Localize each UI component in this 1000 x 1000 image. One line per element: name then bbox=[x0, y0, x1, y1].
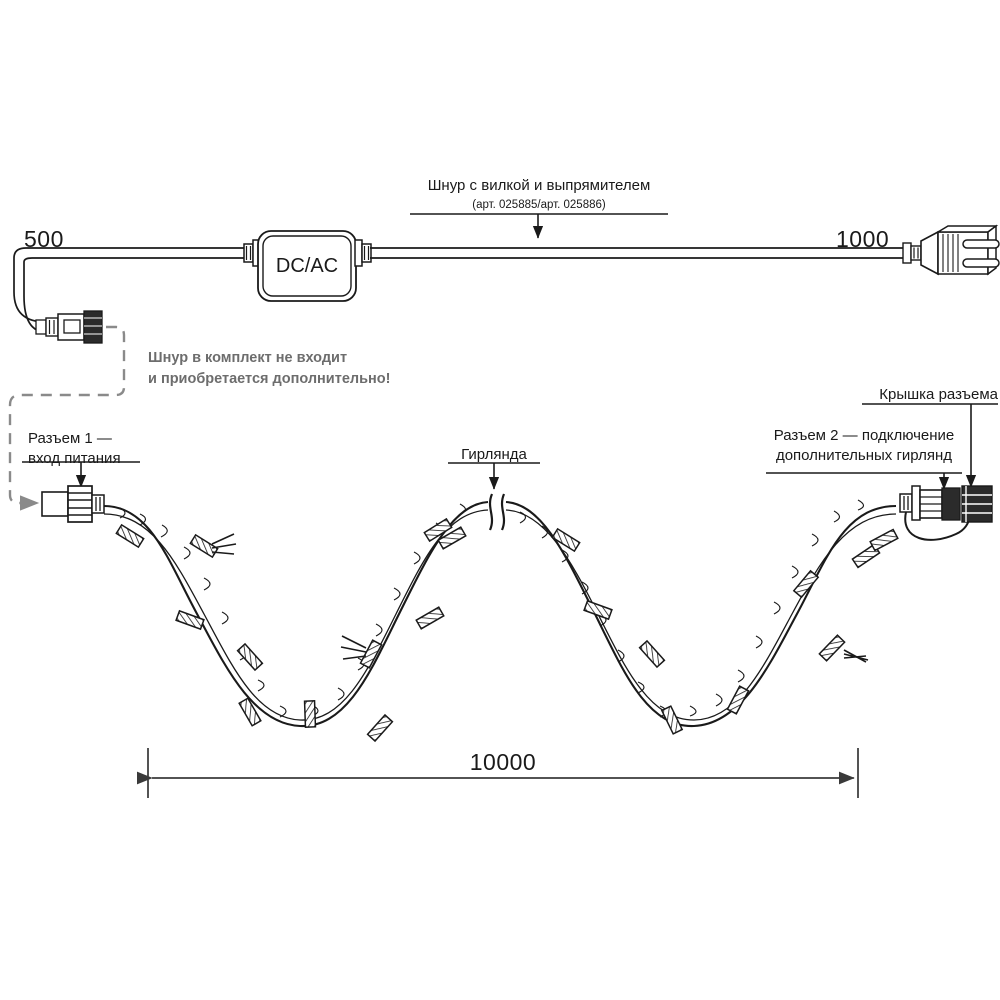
dashed-connection-path bbox=[8, 325, 126, 511]
leader-connector-2 bbox=[766, 472, 962, 490]
leader-power-cord bbox=[410, 213, 668, 239]
label-power-cord-title: Шнур с вилкой и выпрямителем bbox=[427, 177, 651, 194]
garland-wire-ends bbox=[211, 533, 869, 663]
dimension-label-500: 500 bbox=[24, 226, 64, 252]
dc-ac-module bbox=[257, 230, 357, 302]
label-connector-2-line2: дополнительных гирлянд bbox=[775, 447, 953, 464]
label-power-cord-article: (арт. 025885/арт. 025886) bbox=[472, 199, 606, 211]
dimension-label-1000: 1000 bbox=[836, 226, 890, 252]
label-connector-2-line1: Разъем 2 — подключение bbox=[773, 427, 955, 444]
wire-break-symbol bbox=[488, 493, 506, 531]
note-cord-not-included-line2: и приобретается дополнительно! bbox=[148, 371, 391, 387]
mains-cord-right bbox=[370, 247, 904, 259]
dimension-garland-length bbox=[136, 748, 859, 798]
leader-connector-1 bbox=[22, 461, 140, 488]
label-garland: Гирлянда bbox=[461, 446, 527, 463]
garland-connector-2 bbox=[899, 485, 971, 541]
label-connector-cap: Крышка разъема bbox=[879, 386, 998, 403]
label-dc-ac-module: DC/AC bbox=[275, 255, 339, 277]
garland-leds bbox=[115, 517, 899, 743]
euro-plug bbox=[902, 224, 1000, 276]
dimension-label-10000: 10000 bbox=[469, 749, 537, 775]
connector-cap bbox=[961, 485, 993, 523]
dc-connector-male bbox=[35, 310, 103, 344]
garland-wire bbox=[103, 500, 897, 728]
label-connector-1-line2: вход питания bbox=[28, 450, 121, 467]
garland-twists bbox=[119, 499, 865, 718]
note-cord-not-included-line1: Шнур в комплект не входит bbox=[148, 350, 348, 366]
leader-garland bbox=[448, 462, 540, 490]
garland-connector-1 bbox=[41, 485, 105, 523]
leader-cap bbox=[862, 403, 998, 488]
cord-ferrule-right bbox=[354, 239, 372, 267]
label-connector-1-line1: Разъем 1 — bbox=[28, 430, 112, 447]
